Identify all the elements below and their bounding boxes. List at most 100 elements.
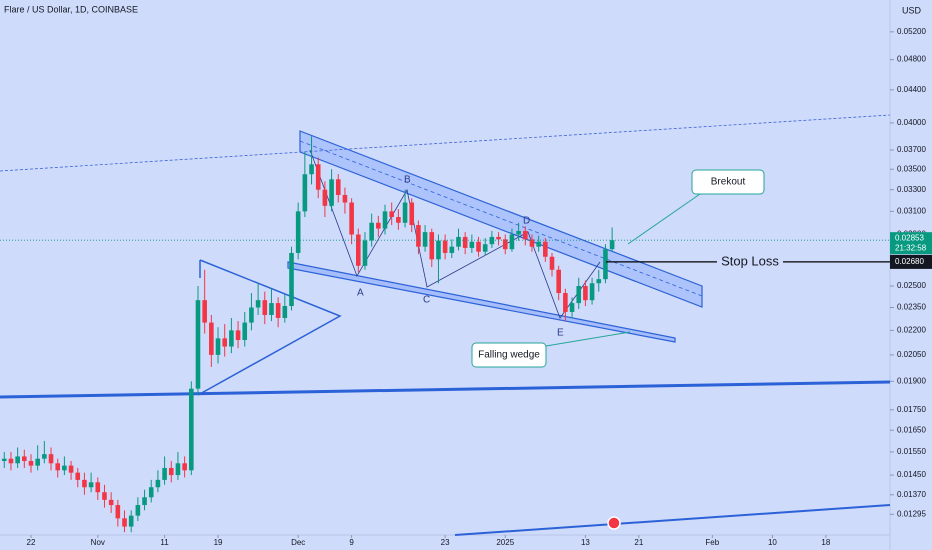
y-tick-label: 0.01450 — [897, 470, 926, 479]
stop-loss-box — [890, 254, 932, 269]
candle-body — [309, 164, 314, 175]
candle-body — [456, 236, 461, 247]
candle-body — [108, 499, 114, 506]
drawings — [0, 114, 891, 536]
upper-channel — [299, 130, 703, 308]
candle-body — [148, 487, 154, 498]
candle-body — [262, 300, 268, 315]
y-tick-label: 0.02200 — [897, 325, 926, 334]
candle-body — [302, 174, 308, 212]
y-tick-label: 0.01550 — [897, 447, 926, 456]
candle-body — [95, 482, 101, 493]
candle-body — [536, 241, 541, 247]
candle-body — [209, 322, 214, 355]
y-tick-label: 0.01295 — [897, 509, 926, 518]
callout-box — [691, 169, 765, 195]
candle-body — [569, 303, 575, 312]
point-label: E — [557, 328, 564, 339]
candle-body — [416, 225, 421, 247]
candle-body — [596, 279, 602, 284]
x-tick-label: Nov — [91, 538, 105, 547]
candle-body — [476, 241, 481, 252]
candle-body — [549, 256, 555, 270]
candle-body — [389, 211, 394, 218]
last-price-box — [890, 232, 932, 255]
candle-body — [522, 230, 528, 240]
candle-body — [462, 236, 468, 248]
candle-body — [603, 249, 608, 280]
candle-body — [576, 286, 582, 304]
y-tick-label: 0.04400 — [897, 85, 926, 94]
channel-midline — [299, 140, 703, 297]
candle-body — [355, 234, 361, 266]
candle-body — [62, 465, 67, 471]
candle-body — [162, 467, 167, 480]
y-tick-label: 0.05200 — [897, 27, 926, 36]
candle-body — [48, 454, 54, 464]
candle-body — [482, 244, 488, 252]
lower-channel — [287, 261, 676, 343]
candle-body — [556, 269, 561, 294]
chart-title: Flare / US Dollar, 1D, COINBASE — [4, 4, 138, 14]
event-flag — [607, 516, 621, 530]
candle-body — [409, 202, 415, 226]
stop-loss-value: 0.02680 — [895, 257, 924, 266]
candle-body — [402, 202, 408, 223]
dotted-trendline — [0, 114, 891, 172]
x-tick-label: 11 — [160, 538, 169, 547]
x-tick-label: 2025 — [496, 538, 514, 547]
candle-body — [75, 472, 81, 480]
candle-body — [362, 240, 368, 266]
y-tick-label: 0.01370 — [897, 490, 926, 499]
candle-body — [275, 303, 281, 318]
candle-body — [235, 330, 241, 340]
point-label: C — [423, 295, 430, 306]
candle-body — [289, 252, 294, 307]
countdown-label: 21:32:58 — [895, 243, 927, 252]
candle-body — [128, 515, 134, 527]
candle-body — [489, 236, 495, 245]
candle-body — [202, 300, 207, 323]
candle-body — [529, 239, 535, 247]
y-tick-label: 0.03700 — [897, 145, 926, 154]
candle-body — [175, 463, 181, 476]
candle-body — [155, 479, 161, 488]
x-tick-label: 19 — [214, 538, 223, 547]
candle-body — [609, 240, 615, 250]
y-tick-label: 0.02350 — [897, 303, 926, 312]
callout-pointer — [627, 193, 701, 245]
currency: USD — [902, 5, 922, 15]
candle-body — [15, 456, 20, 464]
candle-body — [589, 283, 595, 301]
candle-body — [583, 286, 588, 301]
candle-body — [28, 460, 34, 466]
candle-body — [369, 222, 374, 241]
candle-body — [322, 189, 328, 206]
candle-body — [282, 306, 288, 318]
candle-body — [509, 234, 515, 250]
y-tick-label: 0.01750 — [897, 405, 926, 414]
candle-body — [229, 330, 234, 347]
candle-body — [315, 164, 321, 190]
zigzag — [309, 149, 601, 319]
candle-body — [55, 463, 61, 471]
candle-body — [68, 465, 74, 473]
candle-body — [449, 246, 455, 253]
candle-body — [342, 194, 348, 203]
candle-body — [469, 241, 475, 248]
candle-body — [422, 232, 428, 247]
candle-body — [102, 492, 107, 500]
candle-body — [335, 179, 341, 195]
y-tick-label: 0.01900 — [897, 376, 926, 385]
candle-body — [295, 211, 301, 253]
candle-body — [182, 463, 187, 471]
candle-body — [436, 240, 441, 260]
x-tick-label: 21 — [634, 538, 643, 547]
point-label: A — [357, 288, 364, 299]
x-tick-label: 13 — [581, 538, 590, 547]
candle-body — [122, 518, 127, 527]
candle-body — [8, 458, 14, 464]
candle-body — [396, 217, 401, 223]
x-tick-label: 23 — [441, 538, 450, 547]
